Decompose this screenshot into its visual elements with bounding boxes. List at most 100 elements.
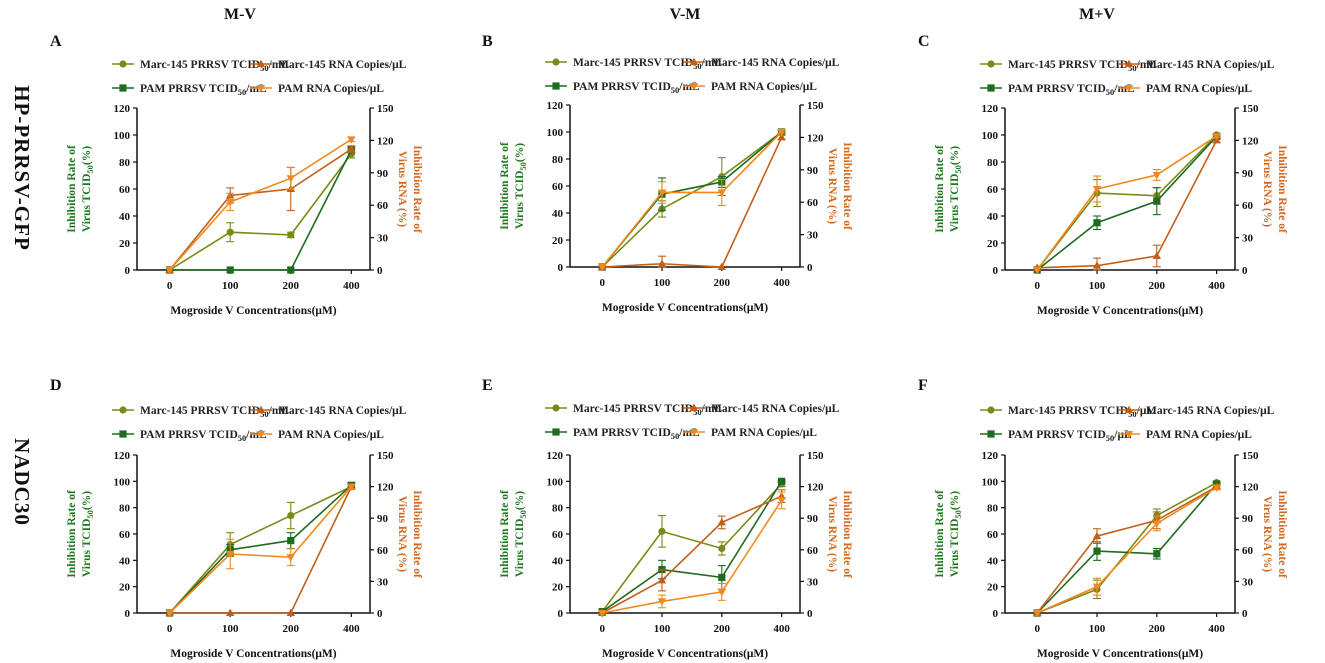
series-square bbox=[166, 481, 356, 617]
data-point bbox=[1093, 547, 1101, 555]
panel-letter: B bbox=[482, 33, 493, 50]
left-tick-label: 100 bbox=[114, 130, 131, 142]
left-tick-label: 80 bbox=[987, 503, 999, 515]
right-tick-label: 60 bbox=[807, 197, 819, 209]
data-point bbox=[657, 189, 667, 197]
legend-label: PAM PRRSV TCID50/mL bbox=[573, 427, 700, 441]
legend-label: Marc-145 RNA Copies/μL bbox=[711, 403, 840, 415]
legend-marker bbox=[256, 59, 266, 67]
legend-label: PAM PRRSV TCID50/mL bbox=[573, 81, 700, 95]
legend-item: PAM PRRSV TCID50/μL bbox=[980, 429, 1132, 443]
data-point bbox=[287, 511, 295, 520]
legend-marker bbox=[119, 84, 127, 92]
series-line bbox=[601, 495, 782, 614]
x-tick-label: 200 bbox=[714, 277, 731, 289]
series-triangle-down bbox=[598, 129, 786, 272]
left-tick-label: 120 bbox=[547, 100, 564, 112]
left-tick-label: 100 bbox=[114, 476, 131, 488]
left-tick-label: 60 bbox=[119, 184, 131, 196]
x-tick-label: 0 bbox=[599, 623, 605, 635]
left-tick-label: 100 bbox=[982, 130, 999, 142]
data-point bbox=[1033, 610, 1042, 618]
right-tick-label: 60 bbox=[807, 545, 819, 557]
data-point bbox=[717, 189, 726, 197]
left-tick-label: 120 bbox=[114, 450, 131, 462]
legend-marker bbox=[1124, 405, 1134, 413]
legend-item: Marc-145 RNA Copies/μL bbox=[683, 403, 840, 415]
data-point bbox=[777, 133, 786, 141]
left-tick-label: 120 bbox=[982, 450, 999, 462]
series-line bbox=[169, 153, 353, 271]
data-point bbox=[1093, 219, 1101, 227]
right-tick-label: 150 bbox=[1242, 450, 1259, 462]
right-tick-label: 60 bbox=[1242, 200, 1254, 212]
panel-letter: A bbox=[50, 33, 62, 50]
legend-item: PAM RNA Copies/μL bbox=[683, 427, 817, 439]
left-tick-label: 60 bbox=[552, 181, 564, 193]
legend-marker bbox=[552, 58, 560, 66]
data-point bbox=[657, 259, 667, 267]
data-point bbox=[1092, 186, 1102, 194]
legend-marker bbox=[552, 82, 560, 90]
series-square bbox=[1033, 132, 1221, 274]
legend-marker bbox=[552, 428, 560, 436]
left-tick-label: 0 bbox=[558, 608, 564, 620]
legend-item: Marc-145 PRRSV TCID50/μL bbox=[980, 405, 1154, 419]
left-tick-label: 0 bbox=[558, 262, 564, 274]
right-tick-label: 0 bbox=[1242, 608, 1248, 620]
left-tick-label: 40 bbox=[119, 555, 131, 567]
legend-marker bbox=[987, 406, 995, 414]
legend-marker bbox=[987, 84, 995, 92]
left-tick-label: 0 bbox=[125, 265, 131, 277]
left-tick-label: 80 bbox=[552, 503, 564, 515]
legend-marker bbox=[689, 57, 699, 65]
data-point bbox=[287, 231, 295, 239]
series-triangle-up bbox=[598, 489, 786, 616]
left-axis-label: Inhibition Rate of Virus TCID50(%) bbox=[66, 490, 95, 578]
right-axis-label: Inhibition Rate ofVirus RNA (%) bbox=[1261, 145, 1288, 233]
x-tick-label: 100 bbox=[1089, 280, 1106, 292]
data-point bbox=[347, 144, 356, 153]
series-triangle-up bbox=[598, 133, 786, 270]
left-tick-label: 100 bbox=[982, 476, 999, 488]
right-axis-label: Inhibition Rate ofVirus RNA (%) bbox=[826, 490, 853, 578]
data-point bbox=[718, 544, 726, 553]
x-axis-label: Mogroside V Concentrations(μM) bbox=[602, 648, 768, 660]
series-triangle-up bbox=[1033, 136, 1221, 271]
left-tick-label: 40 bbox=[119, 211, 131, 223]
data-point bbox=[287, 266, 295, 274]
left-tick-label: 80 bbox=[119, 157, 131, 169]
series-circle bbox=[166, 149, 356, 274]
legend-item: PAM RNA Copies/μL bbox=[1118, 429, 1252, 441]
data-point bbox=[226, 198, 235, 207]
right-tick-label: 150 bbox=[1242, 103, 1259, 115]
x-tick-label: 0 bbox=[1034, 280, 1040, 292]
data-point bbox=[1092, 261, 1102, 269]
x-axis-label: Mogroside V Concentrations(μM) bbox=[1037, 648, 1203, 660]
legend-item: PAM RNA Copies/μL bbox=[250, 429, 384, 441]
series-line bbox=[168, 148, 352, 271]
left-tick-label: 60 bbox=[119, 529, 131, 541]
right-tick-label: 120 bbox=[1242, 482, 1259, 494]
legend-item: Marc-145 RNA Copies/μL bbox=[1118, 59, 1275, 71]
data-point bbox=[658, 527, 666, 535]
x-tick-label: 0 bbox=[167, 623, 173, 635]
series-line bbox=[601, 131, 783, 268]
legend-item: PAM PRRSV TCID50/mL bbox=[112, 429, 267, 443]
right-tick-label: 120 bbox=[377, 482, 394, 494]
data-point bbox=[1153, 197, 1161, 205]
series-line bbox=[169, 486, 353, 614]
series-line bbox=[1036, 135, 1218, 271]
legend-marker bbox=[119, 406, 127, 414]
legend-label: Marc-145 PRRSV TCID50/μL bbox=[1008, 405, 1154, 419]
panel-b: B 0 20 40 60 80 100 120 0 30 60 90 120 150 0 100 200 400 M… bbox=[482, 33, 853, 314]
left-tick-label: 60 bbox=[552, 529, 564, 541]
legend-label: PAM RNA Copies/μL bbox=[1146, 83, 1252, 95]
left-tick-label: 120 bbox=[982, 103, 999, 115]
legend-item: Marc-145 PRRSV TCID50/mL bbox=[112, 59, 289, 73]
right-tick-label: 90 bbox=[807, 165, 819, 177]
left-tick-label: 120 bbox=[547, 450, 564, 462]
left-tick-label: 60 bbox=[987, 529, 999, 541]
x-tick-label: 400 bbox=[343, 623, 360, 635]
